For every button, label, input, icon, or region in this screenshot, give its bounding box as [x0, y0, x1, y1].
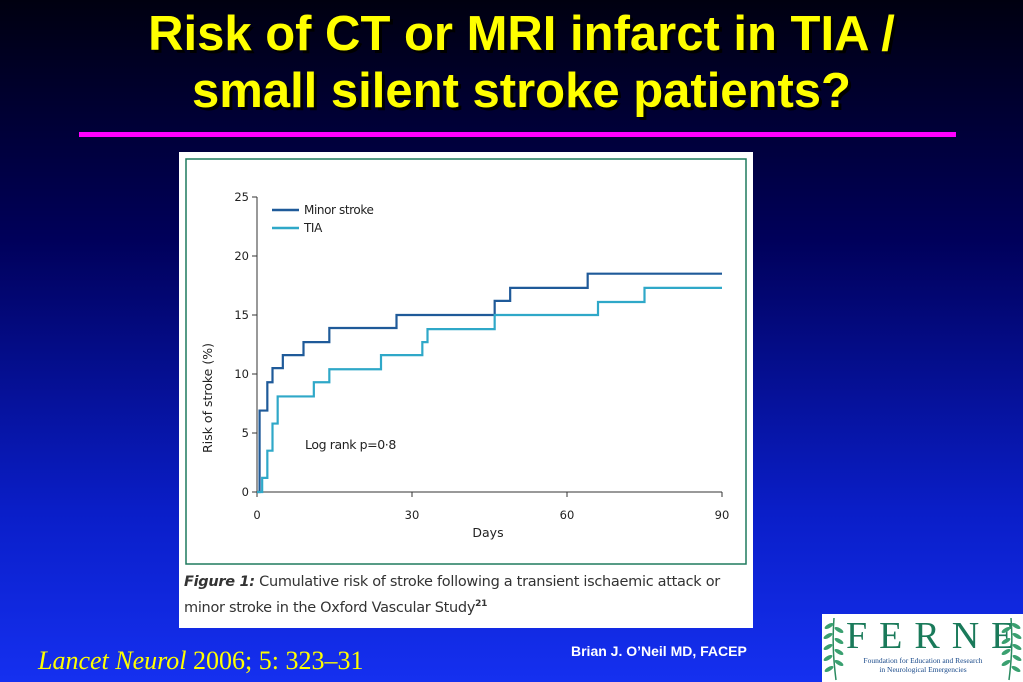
chart-frame	[185, 158, 747, 565]
y-tick-label: 25	[234, 190, 249, 204]
author-credit: Brian J. O’Neil MD, FACEP	[571, 643, 747, 659]
slide-title: Risk of CT or MRI infarct in TIA / small…	[20, 6, 1023, 120]
caption-text: Cumulative risk of stroke following a tr…	[184, 574, 720, 616]
stroke-risk-chart: 0 5 10 15 20 25 0 30 60 90 Minor stroke TIA Log ra…	[185, 158, 747, 565]
series-line-minor-stroke	[257, 272, 722, 494]
fern-leaf-icon	[823, 617, 844, 681]
figure-panel: 0 5 10 15 20 25 0 30 60 90 Minor stroke TIA Log ra…	[179, 152, 753, 628]
ferne-subtitle-line1: Foundation for Education and Research	[863, 656, 983, 665]
citation: Lancet Neurol 2006; 5: 323–31	[38, 645, 363, 677]
ferne-subtitle-line2: in Neurological Emergencies	[879, 665, 967, 674]
fern-leaf-icon-right	[1001, 617, 1022, 681]
citation-details: 2006; 5: 323–31	[186, 646, 364, 675]
ferne-logo-subtitle: Foundation for Education and Research in…	[848, 656, 998, 674]
series-line-tia	[257, 286, 722, 494]
legend-label: TIA	[303, 221, 323, 235]
caption-label: Figure 1:	[184, 574, 255, 590]
ferne-logo-text: FERNE	[846, 615, 1023, 657]
y-tick-label: 5	[242, 426, 249, 440]
log-rank-annotation: Log rank p=0·8	[305, 437, 396, 452]
y-tick-label: 20	[234, 249, 249, 263]
caption-reference: 21	[475, 599, 488, 609]
x-tick-label: 60	[560, 508, 575, 522]
y-tick-label: 10	[234, 367, 249, 381]
x-tick-label: 90	[715, 508, 730, 522]
y-tick-label: 15	[234, 308, 249, 322]
slide-title-line2: small silent stroke patients?	[192, 64, 851, 118]
x-tick-label: 0	[253, 508, 260, 522]
legend-label: Minor stroke	[304, 203, 373, 217]
x-tick-label: 30	[405, 508, 420, 522]
slide-title-line1: Risk of CT or MRI infarct in TIA /	[148, 7, 895, 61]
y-axis-label: Risk of stroke (%)	[200, 343, 215, 453]
citation-journal: Lancet Neurol	[38, 646, 187, 675]
figure-caption: Figure 1: Cumulative risk of stroke foll…	[184, 571, 750, 619]
ferne-logo: FERNE Foundation for Education and Resea…	[822, 614, 1023, 682]
title-underline	[79, 132, 956, 137]
y-tick-label: 0	[242, 485, 249, 499]
x-axis-label: Days	[472, 525, 503, 540]
